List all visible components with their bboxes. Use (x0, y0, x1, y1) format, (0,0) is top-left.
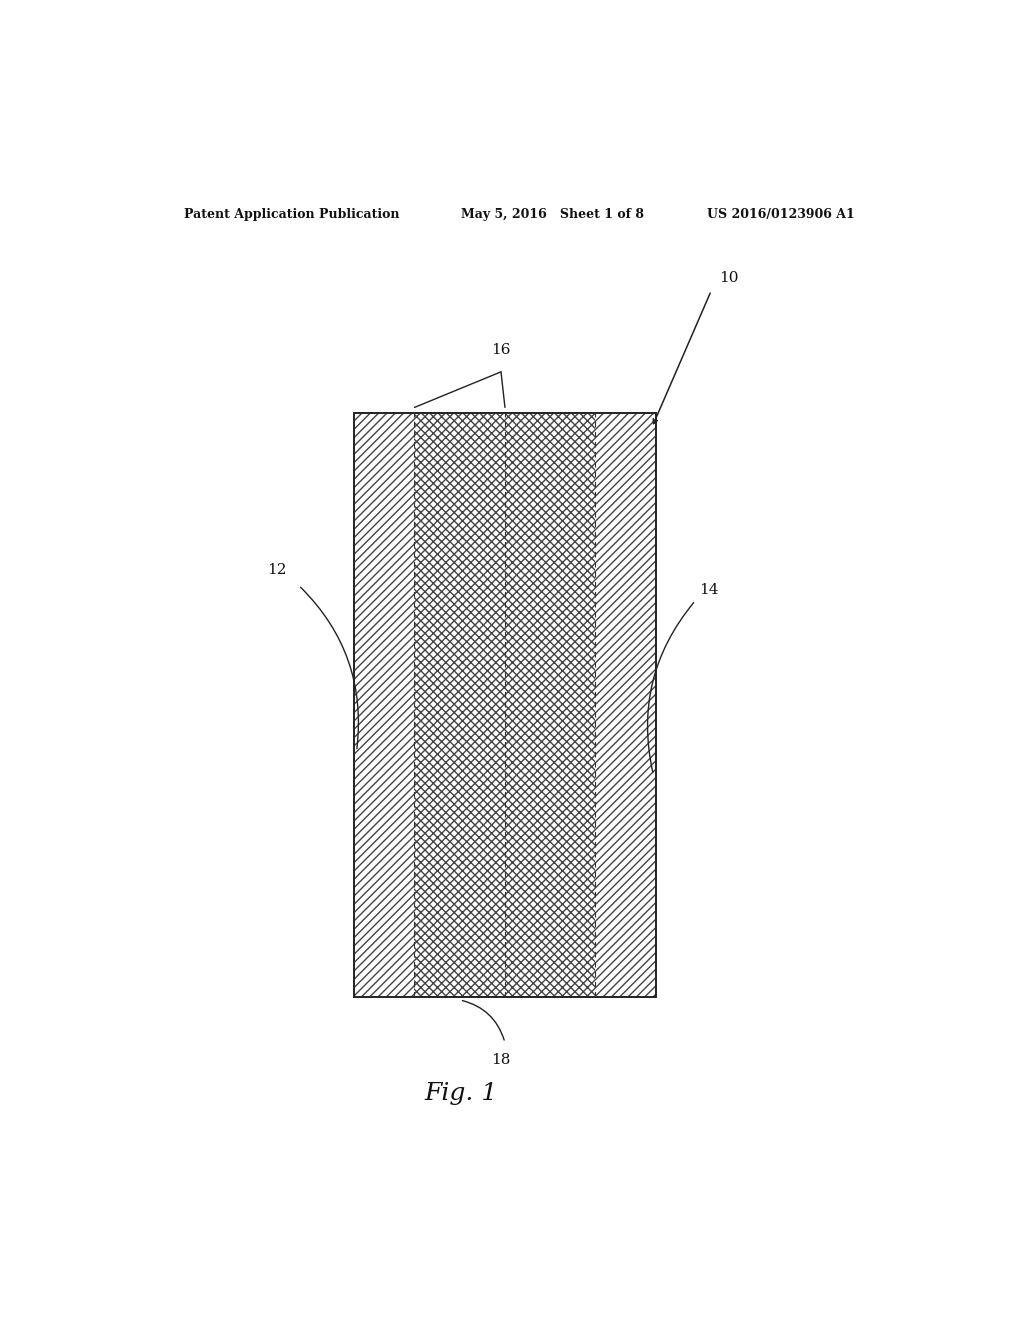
Text: Patent Application Publication: Patent Application Publication (183, 207, 399, 220)
Text: Fig. 1: Fig. 1 (425, 1082, 498, 1105)
Bar (354, 413, 415, 997)
Text: 12: 12 (267, 564, 287, 577)
Bar (354, 413, 655, 997)
Bar (595, 413, 655, 997)
Text: 18: 18 (492, 1053, 511, 1067)
Bar (354, 413, 415, 997)
Text: 14: 14 (699, 583, 719, 598)
Text: 16: 16 (492, 343, 511, 356)
Text: 10: 10 (719, 272, 738, 285)
Text: US 2016/0123906 A1: US 2016/0123906 A1 (708, 207, 855, 220)
Bar (595, 413, 655, 997)
Bar (415, 413, 505, 997)
Text: May 5, 2016   Sheet 1 of 8: May 5, 2016 Sheet 1 of 8 (461, 207, 644, 220)
Bar (415, 413, 505, 997)
Bar (505, 413, 595, 997)
Bar (505, 413, 595, 997)
